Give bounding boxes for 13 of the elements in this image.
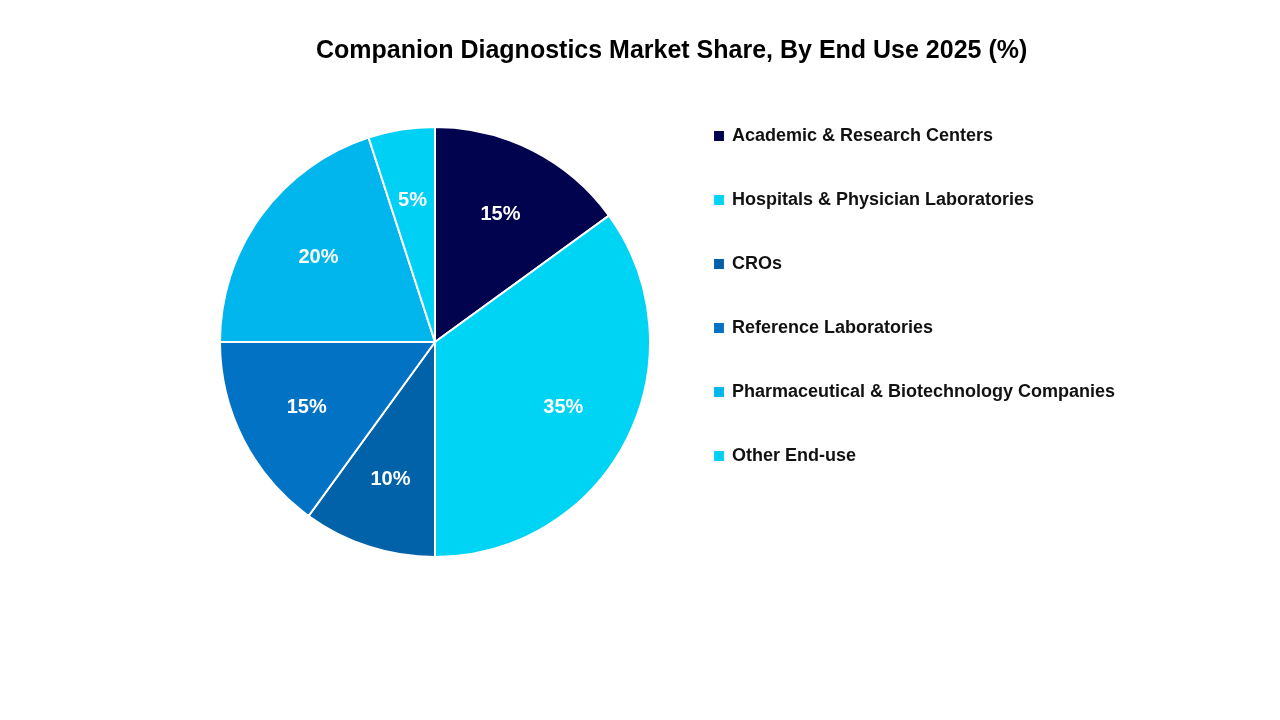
legend-label: Hospitals & Physician Laboratories <box>732 189 1035 209</box>
data-label: 35% <box>543 395 584 418</box>
data-label: 10% <box>370 467 411 489</box>
legend-label: Academic & Research Centers <box>732 125 994 145</box>
chart-title: Companion Diagnostics Market Share, By End Use 2025 (%) <box>316 35 1028 63</box>
legend-label: Pharmaceutical & Biotechnology Companies <box>732 381 1116 401</box>
legend-label: Reference Laboratories <box>732 317 934 337</box>
legend-label: Other End-use <box>732 445 857 465</box>
data-label: 15% <box>286 395 327 418</box>
data-label: 5% <box>398 187 428 210</box>
data-label: 15% <box>480 201 521 224</box>
legend-label: CROs <box>732 253 783 273</box>
data-label: 20% <box>298 245 339 268</box>
